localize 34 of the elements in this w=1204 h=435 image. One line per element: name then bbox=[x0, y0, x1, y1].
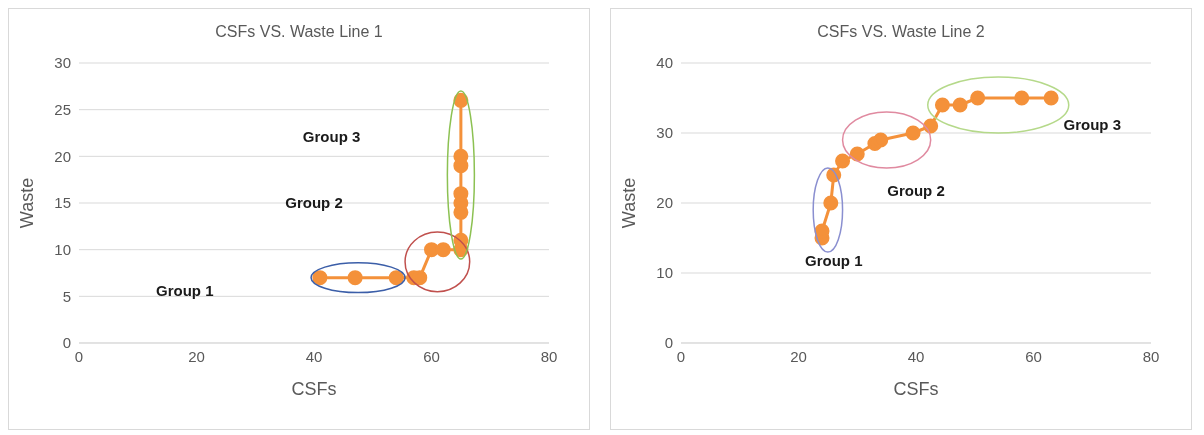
y-tick-label: 10 bbox=[656, 264, 673, 282]
y-tick-label: 30 bbox=[656, 124, 673, 142]
y-tick-label: 40 bbox=[656, 54, 673, 72]
annotation: Group 1 bbox=[804, 252, 863, 269]
y-tick-label: 10 bbox=[54, 240, 71, 258]
x-tick-label: 0 bbox=[74, 347, 84, 365]
x-tick-label: 40 bbox=[907, 347, 925, 365]
x-tick-label: 40 bbox=[305, 347, 323, 365]
y-tick-label: 0 bbox=[62, 334, 71, 352]
annotation: Group 3 bbox=[302, 128, 361, 146]
y-tick-label: 30 bbox=[54, 54, 71, 72]
y-tick-label: 25 bbox=[54, 100, 71, 118]
x-tick-label: 20 bbox=[790, 347, 807, 365]
annotation: Group 3 bbox=[1063, 115, 1122, 133]
y-axis-title: Waste bbox=[619, 177, 640, 229]
annotation: Group 2 bbox=[285, 193, 343, 211]
y-tick-label: 20 bbox=[54, 147, 71, 165]
y-tick-label: 20 bbox=[656, 194, 673, 212]
annotation: Group 1 bbox=[155, 282, 214, 300]
y-tick-label: 15 bbox=[54, 194, 71, 212]
x-tick-label: 80 bbox=[540, 347, 558, 365]
x-tick-label: 0 bbox=[676, 347, 686, 365]
y-tick-label: 0 bbox=[664, 334, 673, 352]
x-axis-title: CSFs bbox=[291, 379, 337, 399]
chart-title: CSFs VS. Waste Line 1 bbox=[214, 23, 384, 42]
x-tick-label: 60 bbox=[423, 347, 440, 365]
chart-title: CSFs VS. Waste Line 2 bbox=[816, 23, 986, 42]
x-axis-title: CSFs bbox=[893, 379, 939, 399]
x-tick-label: 80 bbox=[1142, 347, 1160, 365]
y-axis-title: Waste bbox=[17, 177, 38, 229]
y-tick-label: 5 bbox=[62, 287, 71, 305]
x-tick-label: 60 bbox=[1025, 347, 1042, 365]
annotation: Group 2 bbox=[887, 182, 945, 199]
x-tick-label: 20 bbox=[188, 347, 205, 365]
